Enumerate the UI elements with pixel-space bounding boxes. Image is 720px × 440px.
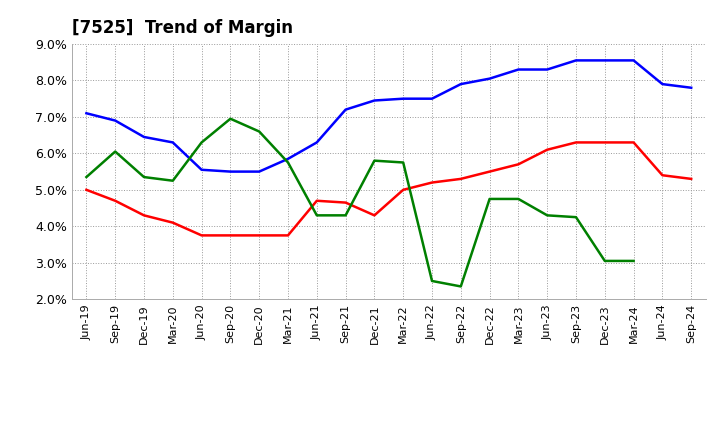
Operating Cashflow xyxy=(572,215,580,220)
Ordinary Income xyxy=(687,85,696,90)
Net Income xyxy=(428,180,436,185)
Net Income xyxy=(399,187,408,192)
Ordinary Income xyxy=(226,169,235,174)
Operating Cashflow xyxy=(284,160,292,165)
Line: Operating Cashflow: Operating Cashflow xyxy=(86,119,634,286)
Operating Cashflow xyxy=(255,129,264,134)
Ordinary Income xyxy=(543,67,552,72)
Net Income xyxy=(600,140,609,145)
Ordinary Income xyxy=(140,134,148,139)
Ordinary Income xyxy=(284,156,292,161)
Ordinary Income xyxy=(370,98,379,103)
Line: Ordinary Income: Ordinary Income xyxy=(86,60,691,172)
Operating Cashflow xyxy=(82,174,91,180)
Net Income xyxy=(111,198,120,203)
Ordinary Income xyxy=(341,107,350,112)
Net Income xyxy=(312,198,321,203)
Operating Cashflow xyxy=(399,160,408,165)
Ordinary Income xyxy=(168,140,177,145)
Ordinary Income xyxy=(572,58,580,63)
Operating Cashflow xyxy=(341,213,350,218)
Net Income xyxy=(168,220,177,225)
Ordinary Income xyxy=(514,67,523,72)
Net Income xyxy=(255,233,264,238)
Ordinary Income xyxy=(658,81,667,87)
Operating Cashflow xyxy=(543,213,552,218)
Ordinary Income xyxy=(197,167,206,172)
Net Income xyxy=(140,213,148,218)
Net Income xyxy=(284,233,292,238)
Operating Cashflow xyxy=(226,116,235,121)
Net Income xyxy=(485,169,494,174)
Ordinary Income xyxy=(312,140,321,145)
Operating Cashflow xyxy=(456,284,465,289)
Net Income xyxy=(82,187,91,192)
Ordinary Income xyxy=(428,96,436,101)
Ordinary Income xyxy=(485,76,494,81)
Operating Cashflow xyxy=(168,178,177,183)
Net Income xyxy=(629,140,638,145)
Net Income xyxy=(687,176,696,182)
Operating Cashflow xyxy=(140,174,148,180)
Operating Cashflow xyxy=(514,196,523,202)
Operating Cashflow xyxy=(111,149,120,154)
Net Income xyxy=(197,233,206,238)
Operating Cashflow xyxy=(312,213,321,218)
Net Income xyxy=(341,200,350,205)
Line: Net Income: Net Income xyxy=(86,143,691,235)
Operating Cashflow xyxy=(370,158,379,163)
Net Income xyxy=(658,172,667,178)
Net Income xyxy=(514,161,523,167)
Text: [7525]  Trend of Margin: [7525] Trend of Margin xyxy=(72,19,293,37)
Net Income xyxy=(370,213,379,218)
Net Income xyxy=(456,176,465,182)
Operating Cashflow xyxy=(485,196,494,202)
Net Income xyxy=(226,233,235,238)
Ordinary Income xyxy=(399,96,408,101)
Operating Cashflow xyxy=(629,258,638,264)
Ordinary Income xyxy=(629,58,638,63)
Net Income xyxy=(572,140,580,145)
Ordinary Income xyxy=(82,110,91,116)
Operating Cashflow xyxy=(428,279,436,284)
Ordinary Income xyxy=(111,118,120,123)
Operating Cashflow xyxy=(197,140,206,145)
Net Income xyxy=(543,147,552,152)
Ordinary Income xyxy=(600,58,609,63)
Ordinary Income xyxy=(255,169,264,174)
Operating Cashflow xyxy=(600,258,609,264)
Ordinary Income xyxy=(456,81,465,87)
